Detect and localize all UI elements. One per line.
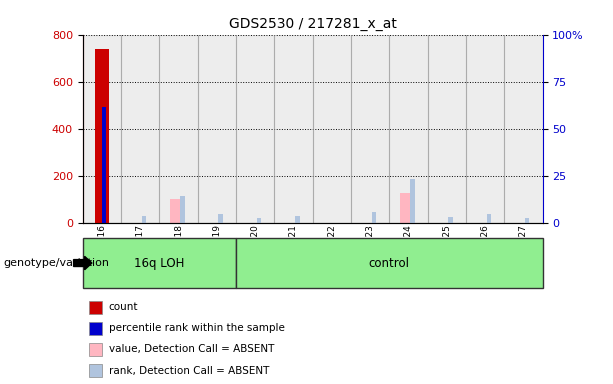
Bar	[428, 35, 466, 223]
Text: value, Detection Call = ABSENT: value, Detection Call = ABSENT	[109, 344, 274, 354]
Bar	[257, 218, 261, 223]
Bar	[95, 49, 109, 223]
Bar	[351, 35, 389, 223]
Title: GDS2530 / 217281_x_at: GDS2530 / 217281_x_at	[229, 17, 397, 31]
Bar	[313, 35, 351, 223]
Bar	[218, 215, 223, 223]
Bar	[504, 35, 543, 223]
Bar	[410, 179, 414, 223]
Bar	[170, 199, 181, 223]
Bar	[389, 35, 428, 223]
Bar	[487, 215, 491, 223]
Bar	[83, 35, 121, 223]
Bar	[102, 108, 106, 223]
Bar	[448, 217, 453, 223]
Bar	[236, 238, 543, 288]
Text: genotype/variation: genotype/variation	[3, 258, 109, 268]
Bar	[295, 216, 300, 223]
Text: 16q LOH: 16q LOH	[134, 257, 185, 270]
Bar	[121, 35, 159, 223]
Bar	[371, 212, 376, 223]
Text: count: count	[109, 302, 138, 312]
Text: control: control	[369, 257, 409, 270]
Bar	[180, 196, 185, 223]
Bar	[142, 216, 147, 223]
Bar	[525, 218, 530, 223]
Bar	[159, 35, 197, 223]
Text: percentile rank within the sample: percentile rank within the sample	[109, 323, 284, 333]
Bar	[466, 35, 504, 223]
Bar	[400, 193, 411, 223]
Bar	[83, 238, 236, 288]
Bar	[197, 35, 236, 223]
Text: rank, Detection Call = ABSENT: rank, Detection Call = ABSENT	[109, 366, 269, 376]
Bar	[236, 35, 275, 223]
Bar	[275, 35, 313, 223]
